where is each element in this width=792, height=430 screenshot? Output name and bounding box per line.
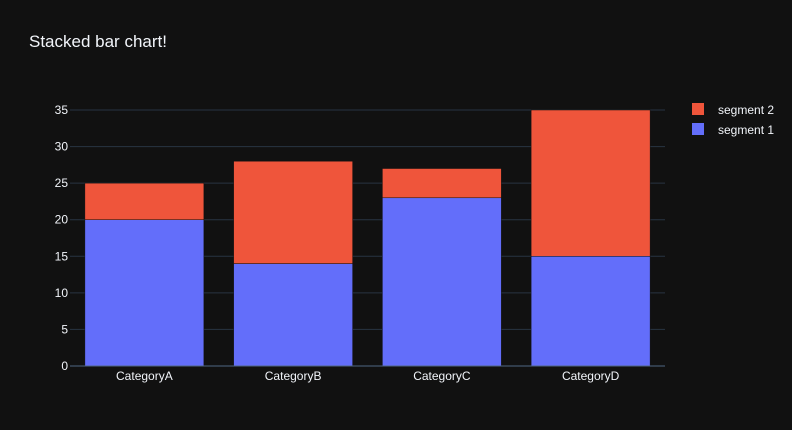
legend: segment 2 segment 1 <box>692 103 774 137</box>
axes: 0 5 10 15 20 25 30 35 CategoryA CategoryB Category… <box>55 103 665 383</box>
x-tick-label: CategoryA <box>116 369 173 383</box>
x-tick-label: CategoryD <box>562 369 620 383</box>
y-tick-label: 35 <box>55 103 69 117</box>
y-tick-label: 25 <box>55 176 69 190</box>
y-tick-label: 0 <box>61 359 68 373</box>
bar-segment-2 <box>233 160 353 264</box>
bar-segment-1 <box>530 256 651 367</box>
chart-title: Stacked bar chart! <box>29 32 167 51</box>
y-tick-label: 15 <box>55 249 69 263</box>
y-tick-label: 30 <box>55 140 69 154</box>
x-tick-label: CategoryB <box>265 369 322 383</box>
bar-segment-2 <box>530 109 651 257</box>
y-tick-label: 10 <box>55 286 69 300</box>
bar-segment-2 <box>382 168 502 199</box>
bars <box>84 109 651 367</box>
y-tick-label: 20 <box>55 213 69 227</box>
legend-swatch <box>692 103 704 115</box>
bar-segment-1 <box>233 263 353 367</box>
legend-swatch <box>692 123 704 135</box>
legend-label: segment 2 <box>718 103 774 117</box>
bar-segment-1 <box>84 219 205 367</box>
bar-segment-2 <box>84 182 205 220</box>
legend-label: segment 1 <box>718 123 774 137</box>
y-tick-label: 5 <box>61 322 68 336</box>
x-tick-label: CategoryC <box>413 369 471 383</box>
bar-segment-1 <box>382 197 502 367</box>
